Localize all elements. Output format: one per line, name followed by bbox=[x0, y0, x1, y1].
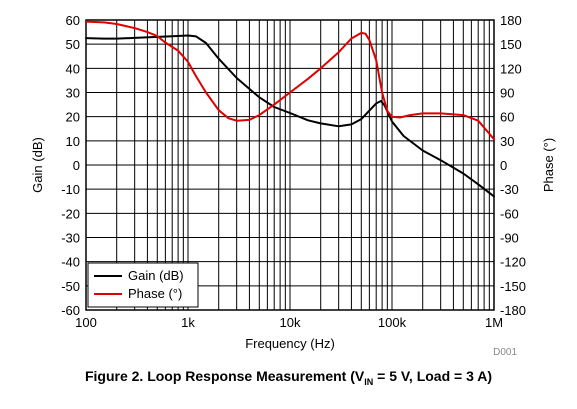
left-tick-label: -50 bbox=[61, 279, 80, 294]
left-axis-ticks: 60 50 40 30 20 10 0 -10 -20 -30 -40 -50 -60 bbox=[61, 13, 80, 318]
caption-subscript: IN bbox=[364, 376, 374, 387]
left-tick-label: -60 bbox=[61, 303, 80, 318]
x-axis-ticks: 100 1k 10k 100k 1M bbox=[75, 315, 503, 330]
right-tick-label: 0 bbox=[500, 158, 507, 173]
right-tick-label: -60 bbox=[500, 206, 519, 221]
caption-prefix: Figure 2. Loop Response Measurement (V bbox=[84, 368, 365, 384]
right-tick-label: 90 bbox=[500, 86, 514, 101]
left-tick-label: -20 bbox=[61, 206, 80, 221]
right-tick-label: -180 bbox=[500, 303, 526, 318]
right-tick-label: 150 bbox=[500, 37, 522, 52]
left-tick-label: -30 bbox=[61, 231, 80, 246]
legend: Gain (dB) Phase (°) bbox=[87, 262, 199, 308]
right-axis-title: Phase (°) bbox=[541, 138, 556, 192]
figure-caption: Figure 2. Loop Response Measurement (VIN… bbox=[0, 368, 577, 387]
left-tick-label: 60 bbox=[66, 13, 80, 28]
x-tick-label: 100k bbox=[378, 315, 407, 330]
left-axis-title: Gain (dB) bbox=[30, 137, 45, 193]
legend-box bbox=[87, 262, 199, 308]
right-tick-label: 120 bbox=[500, 61, 522, 76]
left-tick-label: 0 bbox=[73, 158, 80, 173]
right-tick-label: -90 bbox=[500, 231, 519, 246]
series-layer bbox=[85, 20, 495, 198]
legend-label-gain: Gain (dB) bbox=[128, 268, 184, 283]
right-tick-label: -120 bbox=[500, 255, 526, 270]
x-tick-label: 10k bbox=[280, 315, 301, 330]
left-tick-label: 50 bbox=[66, 37, 80, 52]
left-tick-label: -10 bbox=[61, 182, 80, 197]
left-tick-label: 20 bbox=[66, 110, 80, 125]
left-tick-label: 10 bbox=[66, 134, 80, 149]
plot-frame bbox=[85, 19, 495, 311]
x-tick-label: 1M bbox=[485, 315, 503, 330]
figure-code: D001 bbox=[493, 347, 517, 358]
left-tick-label: -40 bbox=[61, 255, 80, 270]
left-tick-label: 30 bbox=[66, 86, 80, 101]
right-axis-ticks: 180 150 120 90 60 30 0 -30 -60 -90 -120 -150 -180 bbox=[500, 13, 526, 318]
right-tick-label: -30 bbox=[500, 182, 519, 197]
right-tick-label: 180 bbox=[500, 13, 522, 28]
legend-label-phase: Phase (°) bbox=[128, 286, 182, 301]
grid-lines bbox=[86, 20, 494, 310]
right-tick-label: 30 bbox=[500, 134, 514, 149]
x-tick-label: 1k bbox=[181, 315, 195, 330]
right-tick-label: 60 bbox=[500, 110, 514, 125]
right-tick-label: -150 bbox=[500, 279, 526, 294]
gain-series-line bbox=[85, 34, 495, 198]
phase-series-line bbox=[85, 20, 495, 141]
left-tick-label: 40 bbox=[66, 61, 80, 76]
x-axis-title: Frequency (Hz) bbox=[245, 336, 335, 351]
x-tick-label: 100 bbox=[75, 315, 97, 330]
caption-suffix: = 5 V, Load = 3 A) bbox=[373, 368, 493, 384]
